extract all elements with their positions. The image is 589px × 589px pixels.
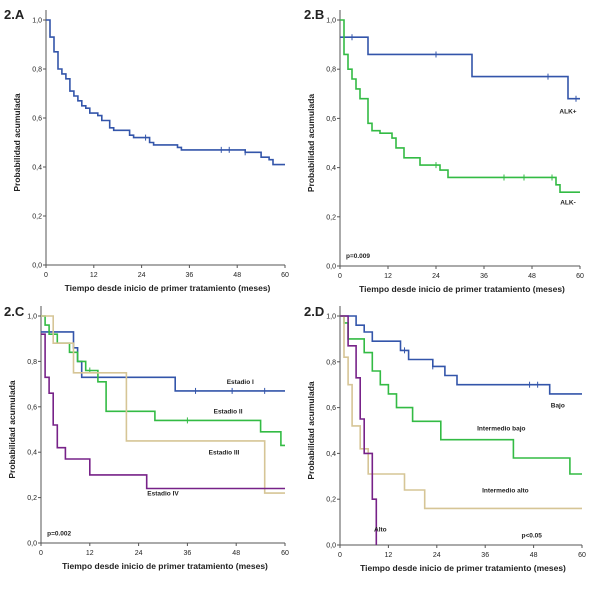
series-label: Bajo: [551, 403, 565, 410]
x-tick-label: 24: [135, 550, 143, 557]
series-label: Estadio II: [214, 409, 243, 416]
survival-curve-1: [340, 36, 580, 100]
x-tick-label: 0: [338, 552, 342, 559]
y-tick-label: 1,0: [326, 18, 336, 25]
chart-panel-4: 2.D 0 12 24 36 48 60 0,0 0,2 0,4 0,6 0,8 1,0 Tiempo d…: [304, 304, 586, 573]
y-tick-label: 0,4: [27, 450, 37, 457]
x-tick-label: 60: [281, 550, 289, 557]
x-tick-label: 24: [433, 552, 441, 559]
y-tick-label: 0,8: [326, 67, 336, 74]
series-label: Intermedio alto: [482, 487, 529, 494]
y-tick-label: 0,0: [32, 263, 42, 270]
series-label: ALK-: [560, 200, 576, 207]
x-tick-label: 0: [44, 272, 48, 279]
y-axis-title: Probabilidad acumulada: [12, 93, 22, 192]
y-tick-label: 0,2: [326, 497, 336, 504]
y-tick-label: 0,4: [32, 165, 42, 172]
y-tick-label: 0,8: [32, 67, 42, 74]
survival-curve-2: [340, 315, 582, 475]
chart-panel-3: 2.C 0 12 24 36 48 60 0,0 0,2 0,4 0,6 0,8 1,0 Tiempo d…: [4, 304, 289, 571]
survival-curve-4: [340, 315, 378, 545]
y-axis-title: Probabilidad acumulada: [306, 381, 316, 480]
y-tick-label: 0,6: [32, 116, 42, 123]
y-axis-title: Probabilidad acumulada: [7, 380, 17, 479]
survival-curve-1: [340, 315, 582, 395]
survival-curve-2: [340, 19, 580, 193]
survival-curve-4: [41, 333, 285, 490]
panel-label: 2.C: [4, 304, 25, 319]
x-axis-title: Tiempo desde inicio de primer tratamient…: [359, 284, 565, 294]
series-label: ALK+: [559, 108, 576, 115]
y-tick-label: 0,8: [27, 359, 37, 366]
series-label: Estadio I: [227, 379, 254, 386]
x-tick-label: 12: [86, 550, 94, 557]
x-axis-title: Tiempo desde inicio de primer tratamient…: [360, 563, 566, 573]
survival-curve-1: [46, 19, 285, 166]
y-tick-label: 0,4: [326, 165, 336, 172]
y-tick-label: 0,0: [27, 541, 37, 548]
x-tick-label: 36: [481, 552, 489, 559]
x-tick-label: 48: [232, 550, 240, 557]
x-tick-label: 48: [530, 552, 538, 559]
survival-curve-3: [41, 315, 285, 494]
series-label: Estadio III: [209, 449, 240, 456]
series-label: Intermedio bajo: [477, 426, 525, 433]
p-value-label: p<0.05: [522, 532, 543, 539]
x-tick-label: 60: [281, 272, 289, 279]
x-tick-label: 12: [385, 552, 393, 559]
y-tick-label: 0,6: [326, 405, 336, 412]
y-tick-label: 0,6: [27, 404, 37, 411]
x-tick-label: 60: [576, 273, 584, 280]
x-tick-label: 24: [432, 273, 440, 280]
x-tick-label: 48: [528, 273, 536, 280]
x-axis-title: Tiempo desde inicio de primer tratamient…: [65, 283, 271, 293]
x-tick-label: 0: [338, 273, 342, 280]
x-tick-label: 48: [233, 272, 241, 279]
survival-curve-3: [340, 315, 582, 510]
y-tick-label: 1,0: [32, 18, 42, 25]
x-axis-title: Tiempo desde inicio de primer tratamient…: [62, 561, 268, 571]
x-tick-label: 12: [384, 273, 392, 280]
y-tick-label: 0,0: [326, 264, 336, 271]
x-tick-label: 36: [184, 550, 192, 557]
chart-panel-1: 2.A 0 12 24 36 48 60 0,0 0,2 0,4 0,6 0,8 1,0 Tiempo d…: [4, 7, 289, 293]
x-tick-label: 60: [578, 552, 586, 559]
y-axis-title: Probabilidad acumulada: [306, 94, 316, 193]
y-tick-label: 1,0: [27, 314, 37, 321]
y-tick-label: 0,2: [27, 495, 37, 502]
panel-label: 2.A: [4, 7, 25, 22]
x-tick-label: 36: [186, 272, 194, 279]
y-tick-label: 0,6: [326, 116, 336, 123]
y-tick-label: 0,4: [326, 451, 336, 458]
x-tick-label: 0: [39, 550, 43, 557]
y-tick-label: 0,8: [326, 359, 336, 366]
series-label: Alto: [374, 526, 387, 533]
y-tick-label: 0,2: [326, 214, 336, 221]
y-tick-label: 0,0: [326, 543, 336, 550]
series-label: Estadio IV: [147, 490, 179, 497]
chart-panel-2: 2.B 0 12 24 36 48 60 0,0 0,2 0,4 0,6 0,8 1,0 Tiempo d…: [304, 7, 584, 294]
y-tick-label: 0,2: [32, 214, 42, 221]
x-tick-label: 12: [90, 272, 98, 279]
x-tick-label: 36: [480, 273, 488, 280]
panel-label: 2.B: [304, 7, 324, 22]
p-value-label: p=0.002: [47, 530, 71, 537]
p-value-label: p=0.009: [346, 253, 370, 260]
y-tick-label: 1,0: [326, 314, 336, 321]
x-tick-label: 24: [138, 272, 146, 279]
panel-label: 2.D: [304, 304, 324, 319]
